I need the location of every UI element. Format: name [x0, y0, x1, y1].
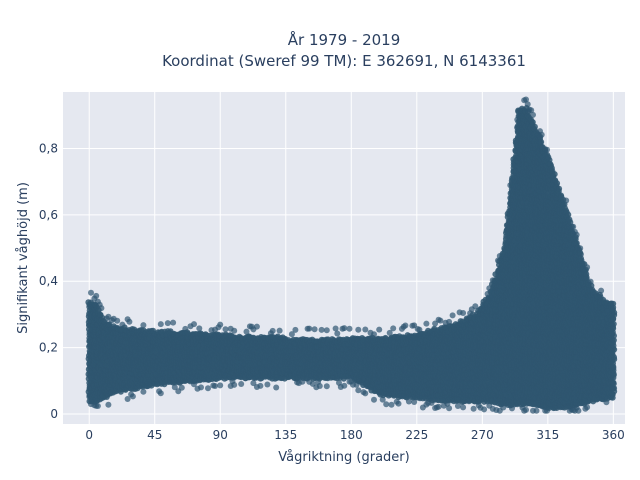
scatter-point [124, 396, 131, 402]
scatter-point [205, 385, 211, 392]
scatter-point [164, 320, 171, 327]
scatter-point [355, 387, 362, 394]
scatter-point [114, 317, 121, 324]
scatter-point [423, 320, 430, 327]
scatter-point [371, 331, 377, 338]
scatter-point [402, 322, 409, 329]
scatter-point [191, 321, 197, 328]
scatter-point [362, 390, 369, 397]
scatter-point [371, 396, 377, 403]
scatter-point [334, 330, 341, 337]
scatter-points [85, 96, 618, 414]
scatter-point [470, 405, 477, 412]
scatter-point [129, 393, 136, 400]
chart-title-line1: År 1979 - 2019 [288, 30, 401, 49]
scatter-point [355, 326, 362, 333]
scatter-point [341, 325, 348, 332]
scatter-point [222, 326, 229, 333]
scatter-point [126, 318, 133, 325]
scatter-point [170, 319, 177, 326]
scatter-point [395, 400, 402, 407]
scatter-point [376, 326, 383, 333]
scatter-point [318, 326, 325, 333]
scatter-point [481, 406, 488, 413]
scatter-point [362, 326, 369, 333]
scatter-point [449, 312, 456, 319]
scatter-point [292, 326, 299, 333]
scatter-point [390, 325, 397, 332]
scatter-point [311, 326, 318, 333]
scatter-point [231, 327, 238, 334]
scatter-point [257, 382, 264, 389]
scatter-point [435, 403, 442, 410]
scatter-point [346, 325, 353, 332]
scatter-point [93, 292, 100, 299]
scatter-point [217, 321, 224, 328]
scatter-point [238, 381, 245, 387]
scatter-point [140, 388, 147, 395]
scatter-point [273, 384, 280, 391]
scatter-point [306, 325, 313, 332]
scatter-point [105, 401, 112, 408]
scatter-point [212, 383, 218, 389]
scatter-point [97, 311, 104, 318]
scatter-point [253, 323, 260, 330]
scatter-point [437, 317, 444, 324]
scatter-point [264, 381, 271, 388]
scatter-point [231, 381, 238, 388]
scatter-point [269, 327, 276, 334]
scatter-point [217, 382, 224, 389]
scatter-point [460, 310, 467, 316]
scatter-point [323, 327, 330, 334]
scatter-point [157, 321, 164, 328]
scatter-point [341, 382, 348, 389]
scatter-point [88, 289, 94, 296]
chart-title-line2: Koordinat (Sweref 99 TM): E 362691, N 61… [162, 52, 526, 70]
scatter-point [388, 401, 395, 408]
scatter-point [316, 383, 323, 389]
scatter-point [383, 401, 390, 408]
scatter-point [178, 384, 185, 391]
scatter-point [323, 383, 330, 390]
scatter-point [198, 384, 204, 391]
scatter-point [460, 404, 467, 411]
scatter-point [94, 403, 101, 409]
scatter-point [157, 390, 164, 397]
scatter-point [140, 322, 147, 329]
scatter-point [446, 405, 453, 412]
scatter-point [98, 305, 105, 312]
scatter-point [276, 327, 283, 334]
